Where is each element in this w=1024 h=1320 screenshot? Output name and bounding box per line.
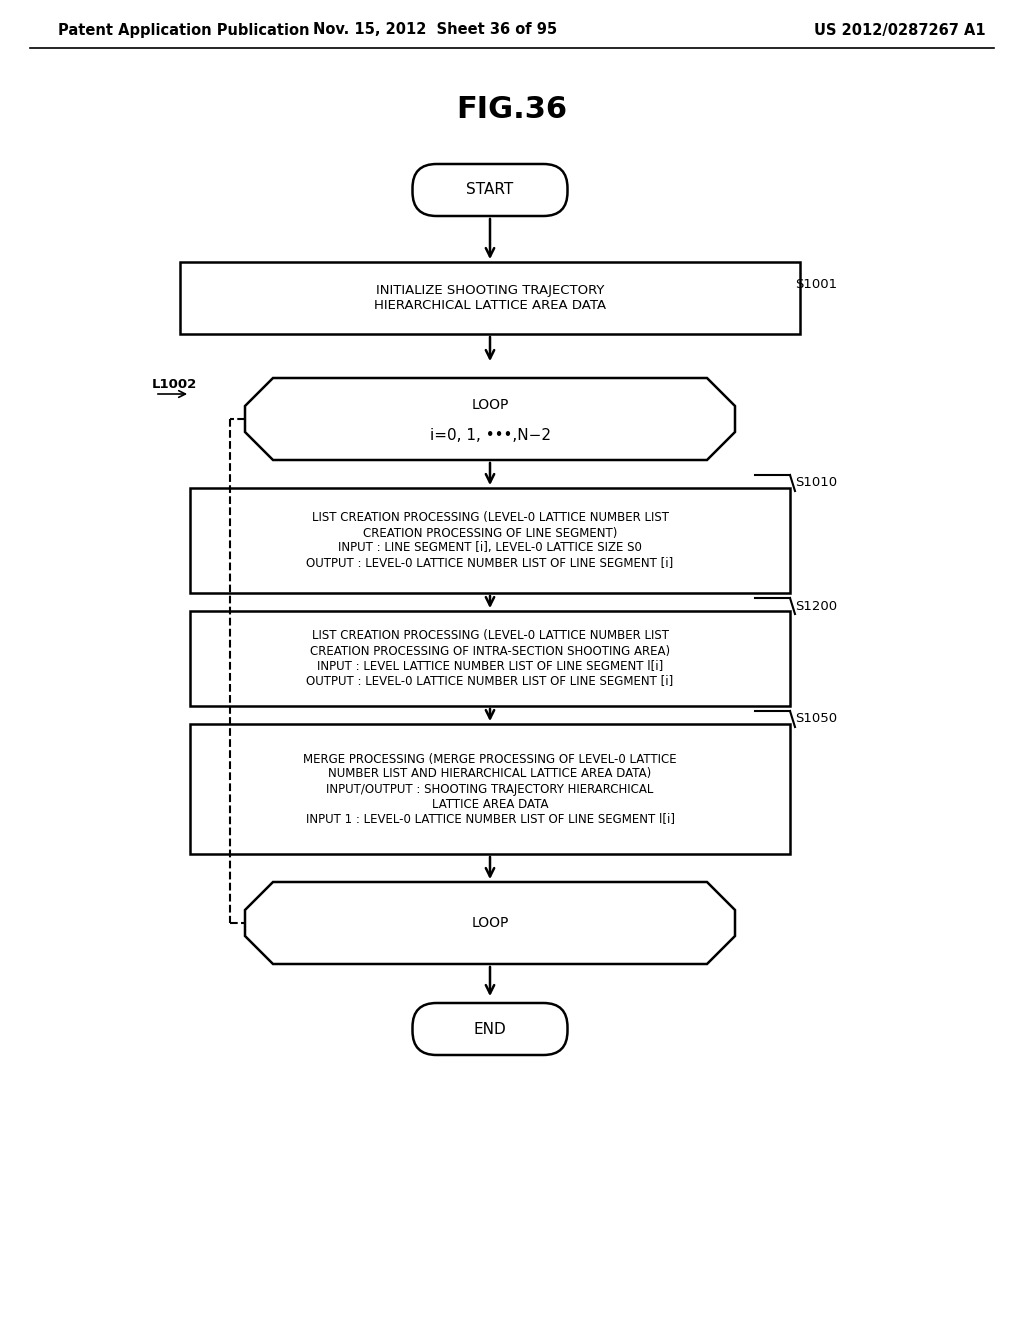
Text: LOOP: LOOP (471, 399, 509, 412)
Bar (180, 261, 800, 334)
Text: i=0, 1, •••,N−2: i=0, 1, •••,N−2 (429, 428, 551, 442)
Text: LIST CREATION PROCESSING (LEVEL-0 LATTICE NUMBER LIST
CREATION PROCESSING OF INT: LIST CREATION PROCESSING (LEVEL-0 LATTIC… (306, 630, 674, 688)
Bar (190, 611, 790, 706)
Text: Patent Application Publication: Patent Application Publication (58, 22, 309, 37)
Text: L1002: L1002 (152, 378, 198, 391)
Text: S1050: S1050 (795, 713, 838, 726)
Text: FIG.36: FIG.36 (457, 95, 567, 124)
Text: INITIALIZE SHOOTING TRAJECTORY
HIERARCHICAL LATTICE AREA DATA: INITIALIZE SHOOTING TRAJECTORY HIERARCHI… (374, 284, 606, 312)
Bar (190, 723, 790, 854)
FancyBboxPatch shape (413, 164, 567, 216)
FancyBboxPatch shape (413, 1003, 567, 1055)
Polygon shape (245, 378, 735, 459)
Text: Nov. 15, 2012  Sheet 36 of 95: Nov. 15, 2012 Sheet 36 of 95 (313, 22, 557, 37)
Text: MERGE PROCESSING (MERGE PROCESSING OF LEVEL-0 LATTICE
NUMBER LIST AND HIERARCHIC: MERGE PROCESSING (MERGE PROCESSING OF LE… (303, 752, 677, 825)
Text: US 2012/0287267 A1: US 2012/0287267 A1 (814, 22, 986, 37)
Text: LIST CREATION PROCESSING (LEVEL-0 LATTICE NUMBER LIST
CREATION PROCESSING OF LIN: LIST CREATION PROCESSING (LEVEL-0 LATTIC… (306, 511, 674, 569)
Bar (190, 488, 790, 593)
Text: END: END (474, 1022, 507, 1036)
Polygon shape (245, 882, 735, 964)
Text: S1010: S1010 (795, 477, 838, 490)
Text: S1001: S1001 (795, 279, 838, 292)
Text: LOOP: LOOP (471, 916, 509, 931)
Text: S1200: S1200 (795, 599, 838, 612)
Text: START: START (466, 182, 514, 198)
